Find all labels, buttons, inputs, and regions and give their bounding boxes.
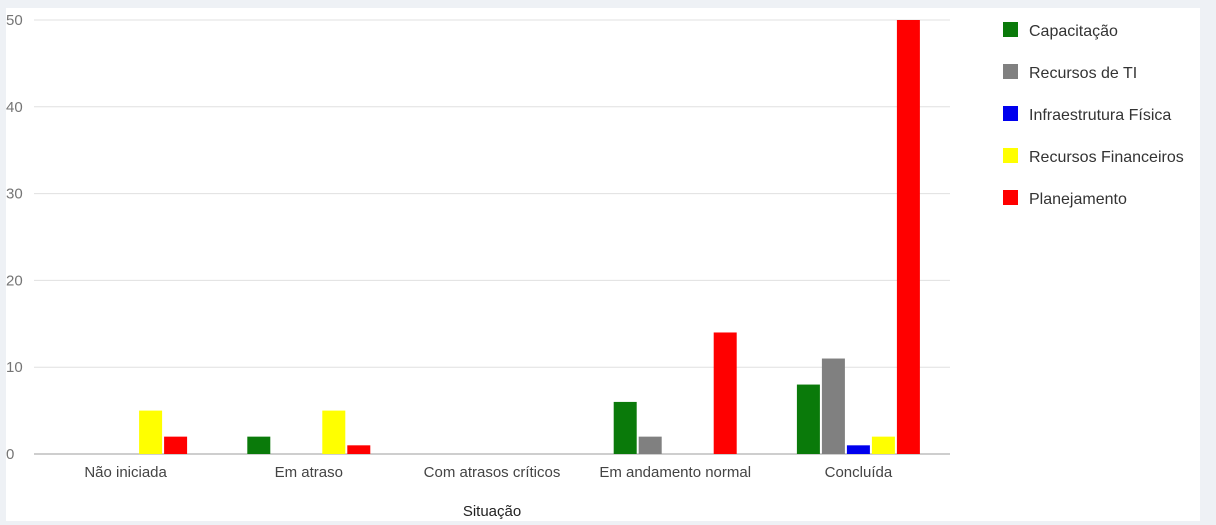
bar (347, 445, 371, 454)
legend-swatch (1003, 64, 1018, 79)
y-tick-label: 30 (6, 186, 23, 203)
legend-label: Planejamento (1029, 191, 1127, 208)
bar (247, 436, 271, 454)
chart-frame (6, 8, 1200, 521)
legend-label: Capacitação (1029, 23, 1118, 40)
legend-label: Recursos Financeiros (1029, 149, 1184, 166)
bar (139, 410, 163, 454)
legend-swatch (1003, 106, 1018, 121)
bar (871, 436, 895, 454)
bar (796, 384, 820, 454)
legend-label: Recursos de TI (1029, 65, 1137, 82)
legend-swatch (1003, 148, 1018, 163)
legend-label: Infraestrutura Física (1029, 107, 1171, 124)
legend-swatch (1003, 22, 1018, 37)
bar (322, 410, 346, 454)
y-tick-label: 50 (6, 12, 23, 29)
legend-swatch (1003, 190, 1018, 205)
y-tick-label: 10 (6, 359, 23, 376)
y-tick-label: 20 (6, 272, 23, 289)
x-tick-label: Concluída (825, 464, 893, 481)
x-axis-title: Situação (463, 503, 521, 520)
x-tick-label: Com atrasos críticos (424, 464, 561, 481)
bar (896, 20, 920, 454)
x-tick-label: Não iniciada (84, 464, 167, 481)
bar (164, 436, 188, 454)
bar (613, 401, 637, 454)
bar (638, 436, 662, 454)
y-tick-label: 40 (6, 99, 23, 116)
y-tick-label: 0 (6, 446, 14, 463)
bar (846, 445, 870, 454)
bar (713, 332, 737, 454)
bar (821, 358, 845, 454)
x-tick-label: Em atraso (275, 464, 343, 481)
x-tick-label: Em andamento normal (599, 464, 751, 481)
